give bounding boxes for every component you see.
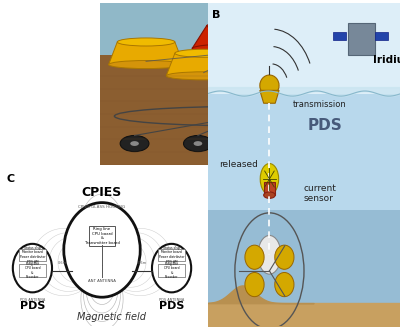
FancyBboxPatch shape	[100, 55, 388, 164]
Polygon shape	[302, 42, 376, 64]
Text: Magnetic field: Magnetic field	[77, 312, 146, 322]
FancyBboxPatch shape	[348, 23, 375, 55]
Circle shape	[349, 141, 358, 146]
FancyBboxPatch shape	[375, 32, 388, 40]
Circle shape	[64, 203, 140, 297]
FancyBboxPatch shape	[100, 3, 388, 55]
Ellipse shape	[260, 75, 279, 96]
Text: 0.6m: 0.6m	[57, 261, 66, 265]
Circle shape	[339, 136, 368, 152]
Text: Ring line
CPU board
&
Transmitter board: Ring line CPU board & Transmitter board	[84, 227, 120, 245]
FancyBboxPatch shape	[19, 265, 46, 277]
FancyBboxPatch shape	[333, 32, 346, 40]
Circle shape	[152, 244, 191, 292]
Text: CPIES: CPIES	[228, 76, 260, 86]
Text: Iridium: Iridium	[373, 55, 400, 65]
Circle shape	[194, 141, 202, 146]
Polygon shape	[192, 26, 296, 48]
FancyBboxPatch shape	[208, 3, 400, 93]
FancyBboxPatch shape	[89, 226, 115, 246]
Ellipse shape	[117, 38, 175, 46]
Circle shape	[130, 141, 139, 146]
Ellipse shape	[264, 192, 275, 198]
Circle shape	[276, 136, 304, 152]
Ellipse shape	[224, 111, 264, 121]
Ellipse shape	[275, 272, 294, 297]
Circle shape	[258, 236, 281, 274]
Text: PDS: PDS	[20, 301, 45, 311]
FancyBboxPatch shape	[208, 210, 400, 303]
Ellipse shape	[166, 72, 241, 80]
Ellipse shape	[109, 61, 184, 68]
Text: CPIES: CPIES	[82, 186, 122, 199]
Circle shape	[260, 164, 279, 194]
Ellipse shape	[302, 61, 376, 68]
Text: PDS: PDS	[303, 84, 324, 93]
Circle shape	[184, 136, 212, 152]
Text: transmission: transmission	[292, 100, 346, 109]
Ellipse shape	[275, 245, 294, 269]
Polygon shape	[260, 90, 279, 103]
FancyBboxPatch shape	[264, 182, 275, 195]
Text: CPIES GLASS HOUSING: CPIES GLASS HOUSING	[78, 205, 126, 209]
Circle shape	[13, 244, 52, 292]
Text: PDS: PDS	[159, 301, 184, 311]
Text: released: released	[220, 160, 258, 169]
Ellipse shape	[245, 272, 264, 297]
Polygon shape	[247, 53, 322, 76]
FancyBboxPatch shape	[158, 265, 185, 277]
Ellipse shape	[256, 49, 313, 57]
Text: current
sensor: current sensor	[304, 184, 337, 203]
Text: Status disp
Monitor board
Power distributor
PDS AM: Status disp Monitor board Power distribu…	[159, 246, 184, 264]
Ellipse shape	[206, 22, 282, 30]
Text: ANT ANTENNA: ANT ANTENNA	[88, 279, 116, 284]
Text: Status disp
Monitor board
Power distributor
PDS AM: Status disp Monitor board Power distribu…	[20, 246, 45, 264]
Text: PDS ANTENNA: PDS ANTENNA	[159, 298, 184, 302]
FancyBboxPatch shape	[158, 249, 185, 261]
Text: Ring line
CPU board
&
Recorder: Ring line CPU board & Recorder	[25, 262, 40, 279]
FancyBboxPatch shape	[208, 93, 400, 210]
Ellipse shape	[247, 72, 322, 80]
Ellipse shape	[175, 49, 232, 57]
Ellipse shape	[192, 43, 296, 53]
Text: 0.6m: 0.6m	[138, 261, 147, 265]
Polygon shape	[109, 42, 184, 64]
Circle shape	[286, 141, 294, 146]
Text: PDS ANTENNA: PDS ANTENNA	[20, 298, 45, 302]
FancyBboxPatch shape	[19, 249, 46, 261]
Circle shape	[120, 136, 149, 152]
Ellipse shape	[230, 18, 258, 34]
Text: C: C	[6, 174, 14, 184]
Ellipse shape	[245, 245, 264, 269]
Text: Ring line
CPU board
&
Recorder: Ring line CPU board & Recorder	[164, 262, 179, 279]
Text: B: B	[212, 10, 220, 20]
Text: PDS: PDS	[308, 118, 342, 133]
Ellipse shape	[310, 38, 368, 46]
Polygon shape	[166, 53, 241, 76]
